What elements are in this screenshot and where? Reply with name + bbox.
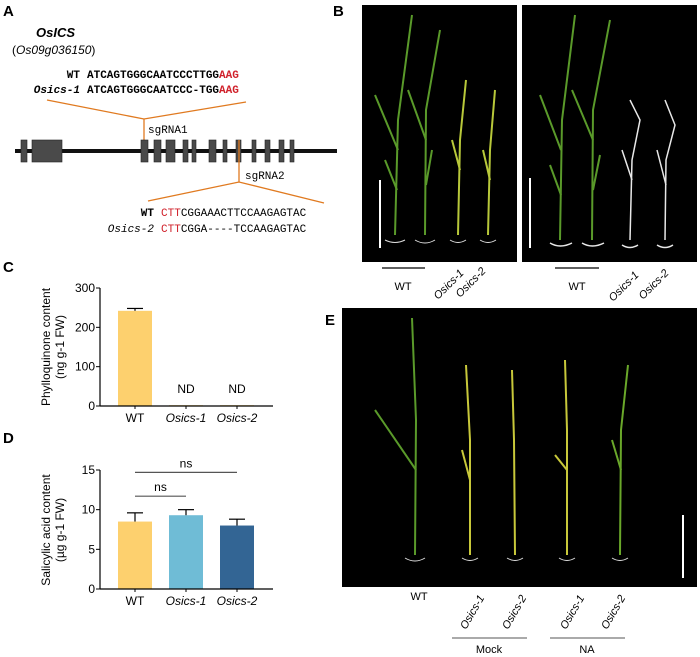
label-osics-1-na: Osics-1 bbox=[558, 593, 587, 631]
y-tick-label: 300 bbox=[75, 281, 95, 295]
gene-name: OsICS bbox=[36, 25, 75, 40]
sgrna2-guide-lines bbox=[147, 140, 325, 204]
label-na: NA bbox=[579, 644, 595, 656]
plant-photo-b-right bbox=[522, 5, 697, 262]
y-tick-label: 200 bbox=[75, 320, 95, 334]
x-tick-label: Osics-2 bbox=[217, 594, 258, 608]
bar-label-nd: ND bbox=[177, 382, 195, 396]
y-axis-label: Phylloquinone content bbox=[39, 287, 53, 406]
bar-wt bbox=[118, 310, 152, 406]
exons bbox=[20, 139, 295, 163]
y-tick-label: 0 bbox=[88, 399, 95, 413]
seq2-wt: CTTCGGAAACTTCCAAGAGTAC bbox=[161, 208, 307, 220]
x-tick-label: Osics-1 bbox=[166, 594, 207, 608]
label-osics-2-na: Osics-2 bbox=[599, 593, 628, 631]
label-wt: WT bbox=[410, 591, 427, 603]
label-osics-1: Osics-1 bbox=[607, 269, 642, 304]
panel-label-a: A bbox=[3, 3, 14, 20]
gene-id: (Os09g036150) bbox=[12, 43, 95, 57]
panel-label-d: D bbox=[3, 430, 14, 447]
seq1-mut-label: Osics-1 bbox=[34, 85, 80, 97]
seq2-wt-label: WT bbox=[141, 208, 155, 220]
plant-photo-e bbox=[342, 308, 697, 587]
y-axis-label: Salicylic acid content bbox=[39, 474, 53, 586]
y-axis-label-unit: (ng g-1 FW) bbox=[53, 315, 67, 379]
x-tick-label: Osics-1 bbox=[166, 411, 207, 425]
seq1-mut: ATCAGTGGGCAATCCC-TGGAAG bbox=[87, 85, 239, 97]
label-mock: Mock bbox=[476, 644, 503, 656]
label-wt: WT bbox=[394, 281, 411, 293]
bar-osics-1 bbox=[169, 515, 203, 589]
y-axis-label-unit: (µg g-1 FW) bbox=[53, 498, 67, 562]
plant-photo-b-left bbox=[362, 5, 517, 262]
seq2-mut-label: Osics-2 bbox=[108, 224, 155, 236]
x-tick-label: WT bbox=[126, 594, 145, 608]
x-tick-label: Osics-2 bbox=[217, 411, 258, 425]
significance-label: ns bbox=[154, 480, 167, 494]
sgrna2-label: sgRNA2 bbox=[245, 171, 285, 183]
panel-label-b: B bbox=[333, 3, 344, 20]
label-osics-2-mock: Osics-2 bbox=[500, 593, 529, 631]
label-wt: WT bbox=[568, 281, 585, 293]
y-tick-label: 100 bbox=[75, 360, 95, 374]
seq2-mut: CTTCGGA----TCCAAGAGTAC bbox=[161, 224, 307, 236]
bar-osics-2 bbox=[220, 525, 254, 589]
y-tick-label: 5 bbox=[88, 542, 95, 556]
x-tick-label: WT bbox=[126, 411, 145, 425]
bar-wt bbox=[118, 521, 152, 589]
seq1-wt: ATCAGTGGGCAATCCCTTGGAAG bbox=[87, 70, 239, 82]
label-osics-2: Osics-2 bbox=[637, 267, 672, 302]
bar-charts: WTNDOsics-1NDOsics-20100200300Phylloquin… bbox=[39, 281, 273, 608]
panel-label-e: E bbox=[325, 312, 335, 329]
label-osics-1-mock: Osics-1 bbox=[458, 593, 487, 631]
seq1-wt-label: WT bbox=[67, 70, 81, 82]
panel-label-c: C bbox=[3, 259, 14, 276]
bar-label-nd: ND bbox=[228, 382, 246, 396]
gene-structure-diagram: OsICS (Os09g036150) WT ATCAGTGGGCAATCCCT… bbox=[12, 25, 337, 236]
y-tick-label: 0 bbox=[88, 582, 95, 596]
significance-label: ns bbox=[180, 456, 193, 470]
sgrna1-label: sgRNA1 bbox=[148, 125, 188, 137]
y-tick-label: 15 bbox=[82, 463, 96, 477]
y-tick-label: 10 bbox=[82, 503, 96, 517]
